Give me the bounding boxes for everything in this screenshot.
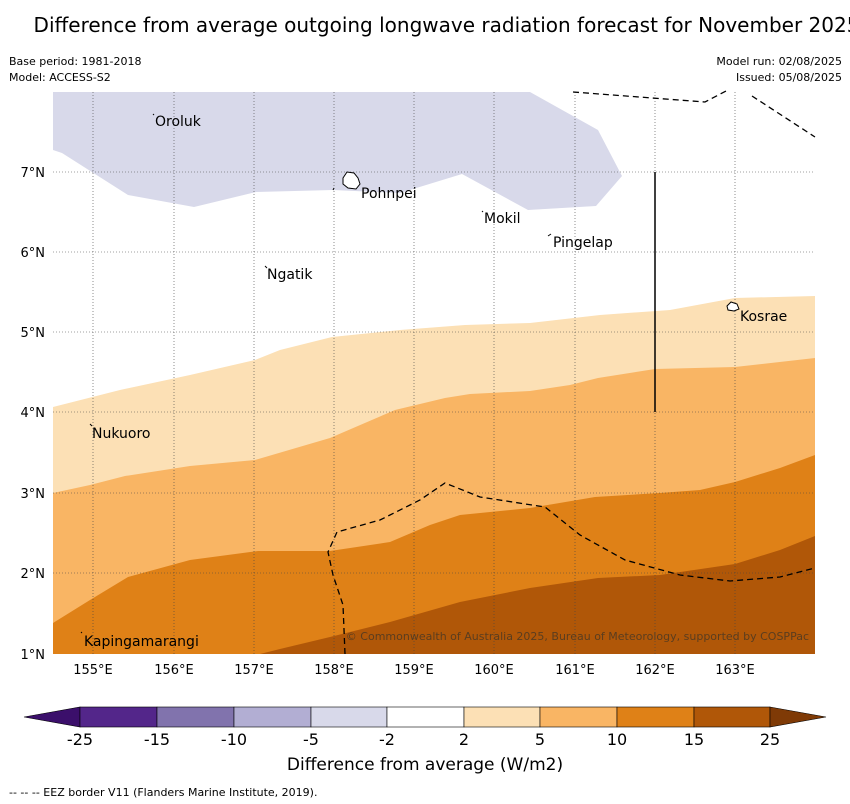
- lon-tick: 163°E: [715, 663, 755, 678]
- place-oroluk: Oroluk: [155, 114, 202, 130]
- place-ngatik: Ngatik: [267, 267, 313, 283]
- colorbar-swatch: [156, 706, 235, 728]
- lon-tick: 157°E: [234, 663, 274, 678]
- colorbar-swatch: [233, 706, 312, 728]
- lat-tick: 4°N: [21, 406, 46, 421]
- map-title: Difference from average outgoing longwav…: [33, 13, 850, 37]
- colorbar-swatch: [310, 706, 388, 728]
- colorbar-tick: 5: [535, 730, 545, 749]
- colorbar-tick: -2: [379, 730, 395, 749]
- footnote: -- -- -- EEZ border V11 (Flanders Marine…: [9, 786, 318, 799]
- colorbar-swatch: [79, 706, 158, 728]
- lon-tick-labels: 155°E 156°E 157°E 158°E 159°E 160°E 161°…: [73, 663, 755, 678]
- anomaly-region-minus5: [53, 92, 622, 210]
- colorbar-min-arrow: [23, 706, 81, 728]
- lon-tick: 156°E: [154, 663, 194, 678]
- model-run: Model run: 02/08/2025: [716, 55, 842, 68]
- colorbar-tick: -25: [67, 730, 93, 749]
- colorbar-swatch: [386, 706, 465, 728]
- model-name: Model: ACCESS-S2: [9, 71, 111, 84]
- colorbar-tick: -5: [303, 730, 319, 749]
- place-kapingamarangi: Kapingamarangi: [84, 634, 199, 650]
- lon-tick: 155°E: [73, 663, 113, 678]
- place-kosrae: Kosrae: [740, 309, 787, 325]
- colorbar-tick: 10: [607, 730, 627, 749]
- colorbar-swatch: [539, 706, 618, 728]
- meta-left: Base period: 1981-2018 Model: ACCESS-S2: [9, 54, 141, 86]
- place-pohnpei: Pohnpei: [361, 186, 417, 202]
- colorbar-swatch: [693, 706, 771, 728]
- lat-tick: 2°N: [21, 567, 46, 582]
- place-nukuoro: Nukuoro: [92, 426, 150, 442]
- colorbar-swatch: [463, 706, 541, 728]
- copyright-text: © Commonwealth of Australia 2025, Bureau…: [346, 630, 809, 643]
- islands: [80, 113, 740, 634]
- lon-tick: 161°E: [555, 663, 595, 678]
- colorbar-tick: 15: [684, 730, 704, 749]
- lat-tick: 1°N: [21, 648, 46, 663]
- meta-right: Model run: 02/08/2025 Issued: 05/08/2025: [716, 54, 842, 86]
- colorbar-tick: -10: [221, 730, 247, 749]
- lat-tick-labels: 7°N 6°N 5°N 4°N 3°N 2°N 1°N: [21, 166, 46, 663]
- pohnpei-island: [342, 171, 361, 190]
- lon-tick: 160°E: [474, 663, 514, 678]
- place-mokil: Mokil: [484, 211, 521, 227]
- lat-tick: 5°N: [21, 326, 46, 341]
- colorbar: [23, 706, 827, 728]
- colorbar-tick: 25: [760, 730, 780, 749]
- lat-tick: 6°N: [21, 246, 46, 261]
- colorbar-tick: -15: [144, 730, 170, 749]
- kosrae-island: [726, 301, 740, 312]
- lat-tick: 7°N: [21, 166, 46, 181]
- lon-tick: 158°E: [314, 663, 354, 678]
- colorbar-tick: 2: [459, 730, 469, 749]
- colorbar-label: Difference from average (W/m2): [286, 755, 564, 775]
- base-period: Base period: 1981-2018: [9, 55, 142, 68]
- colorbar-swatch: [616, 706, 695, 728]
- lon-tick: 159°E: [394, 663, 434, 678]
- anomaly-band-15-25: [260, 536, 815, 654]
- issued-date: Issued: 05/08/2025: [735, 71, 842, 84]
- place-labels: Oroluk Pohnpei Mokil Pingelap Ngatik Kos…: [84, 114, 787, 650]
- colorbar-ticks: -25 -15 -10 -5 -2 2 5 10 15 25: [67, 730, 780, 749]
- colorbar-max-arrow: [769, 706, 827, 728]
- place-pingelap: Pingelap: [553, 235, 613, 251]
- lat-tick: 3°N: [21, 487, 46, 502]
- eez-borders: [327, 89, 816, 655]
- lon-tick: 162°E: [635, 663, 675, 678]
